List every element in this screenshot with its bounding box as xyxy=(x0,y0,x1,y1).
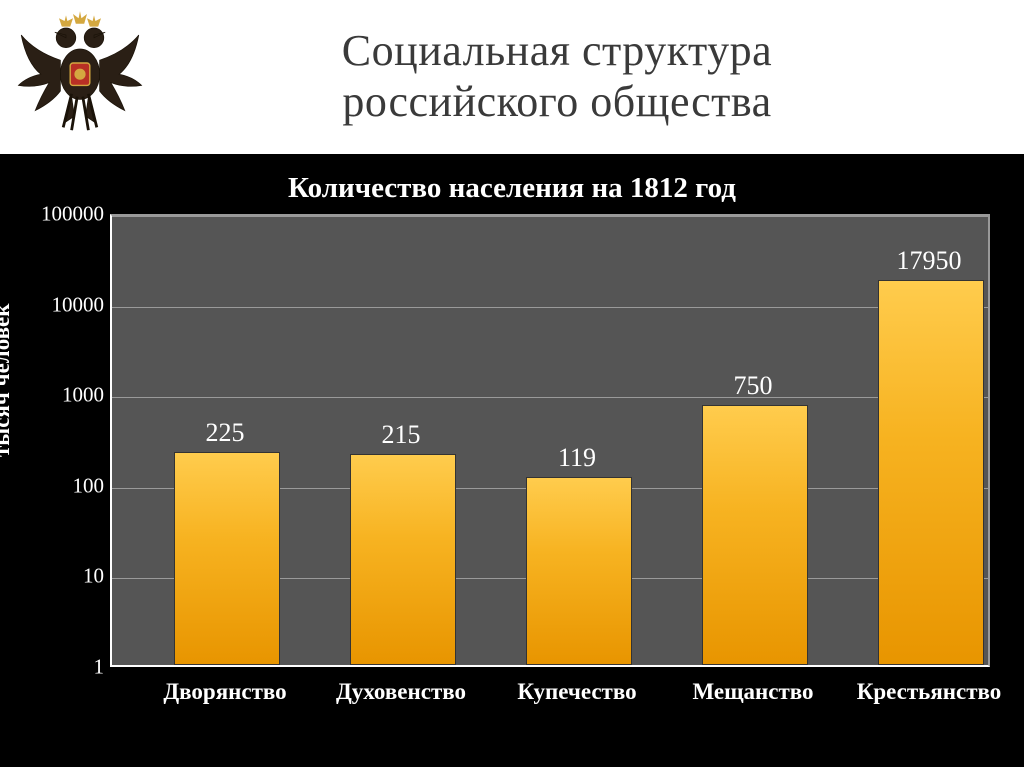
bar-value-label: 215 xyxy=(382,420,421,450)
bar xyxy=(878,280,984,665)
header: Социальная структура российского обществ… xyxy=(0,0,1024,154)
gridline xyxy=(112,397,988,398)
bar xyxy=(526,477,632,665)
x-tick-label: Духовенство xyxy=(336,679,466,705)
y-tick-label: 100 xyxy=(14,473,104,498)
chart-title: Количество населения на 1812 год xyxy=(0,172,1024,205)
bar-value-label: 119 xyxy=(558,443,596,473)
y-tick-label: 10000 xyxy=(14,292,104,317)
bar-value-label: 225 xyxy=(206,418,245,448)
x-tick-label: Крестьянство xyxy=(857,679,1002,705)
title-line-1: Социальная структура xyxy=(150,26,964,77)
bar xyxy=(702,405,808,665)
x-tick-label: Дворянство xyxy=(163,679,286,705)
y-tick-label: 1000 xyxy=(14,383,104,408)
y-tick-label: 100000 xyxy=(14,202,104,227)
bar xyxy=(350,454,456,665)
title-line-2: российского общества xyxy=(150,77,964,128)
y-axis-label: тысяч человек xyxy=(0,303,15,457)
y-tick-label: 1 xyxy=(14,655,104,680)
x-tick-label: Купечество xyxy=(517,679,636,705)
y-tick-label: 10 xyxy=(14,564,104,589)
bar-value-label: 750 xyxy=(734,371,773,401)
imperial-eagle-icon xyxy=(10,7,150,147)
chart-container: Количество населения на 1812 год тысяч ч… xyxy=(0,154,1024,767)
bar xyxy=(174,452,280,665)
bar-value-label: 17950 xyxy=(897,246,962,276)
gridline xyxy=(112,307,988,308)
x-tick-label: Мещанство xyxy=(692,679,813,705)
page-title: Социальная структура российского обществ… xyxy=(150,26,1024,127)
gridline xyxy=(112,216,988,217)
